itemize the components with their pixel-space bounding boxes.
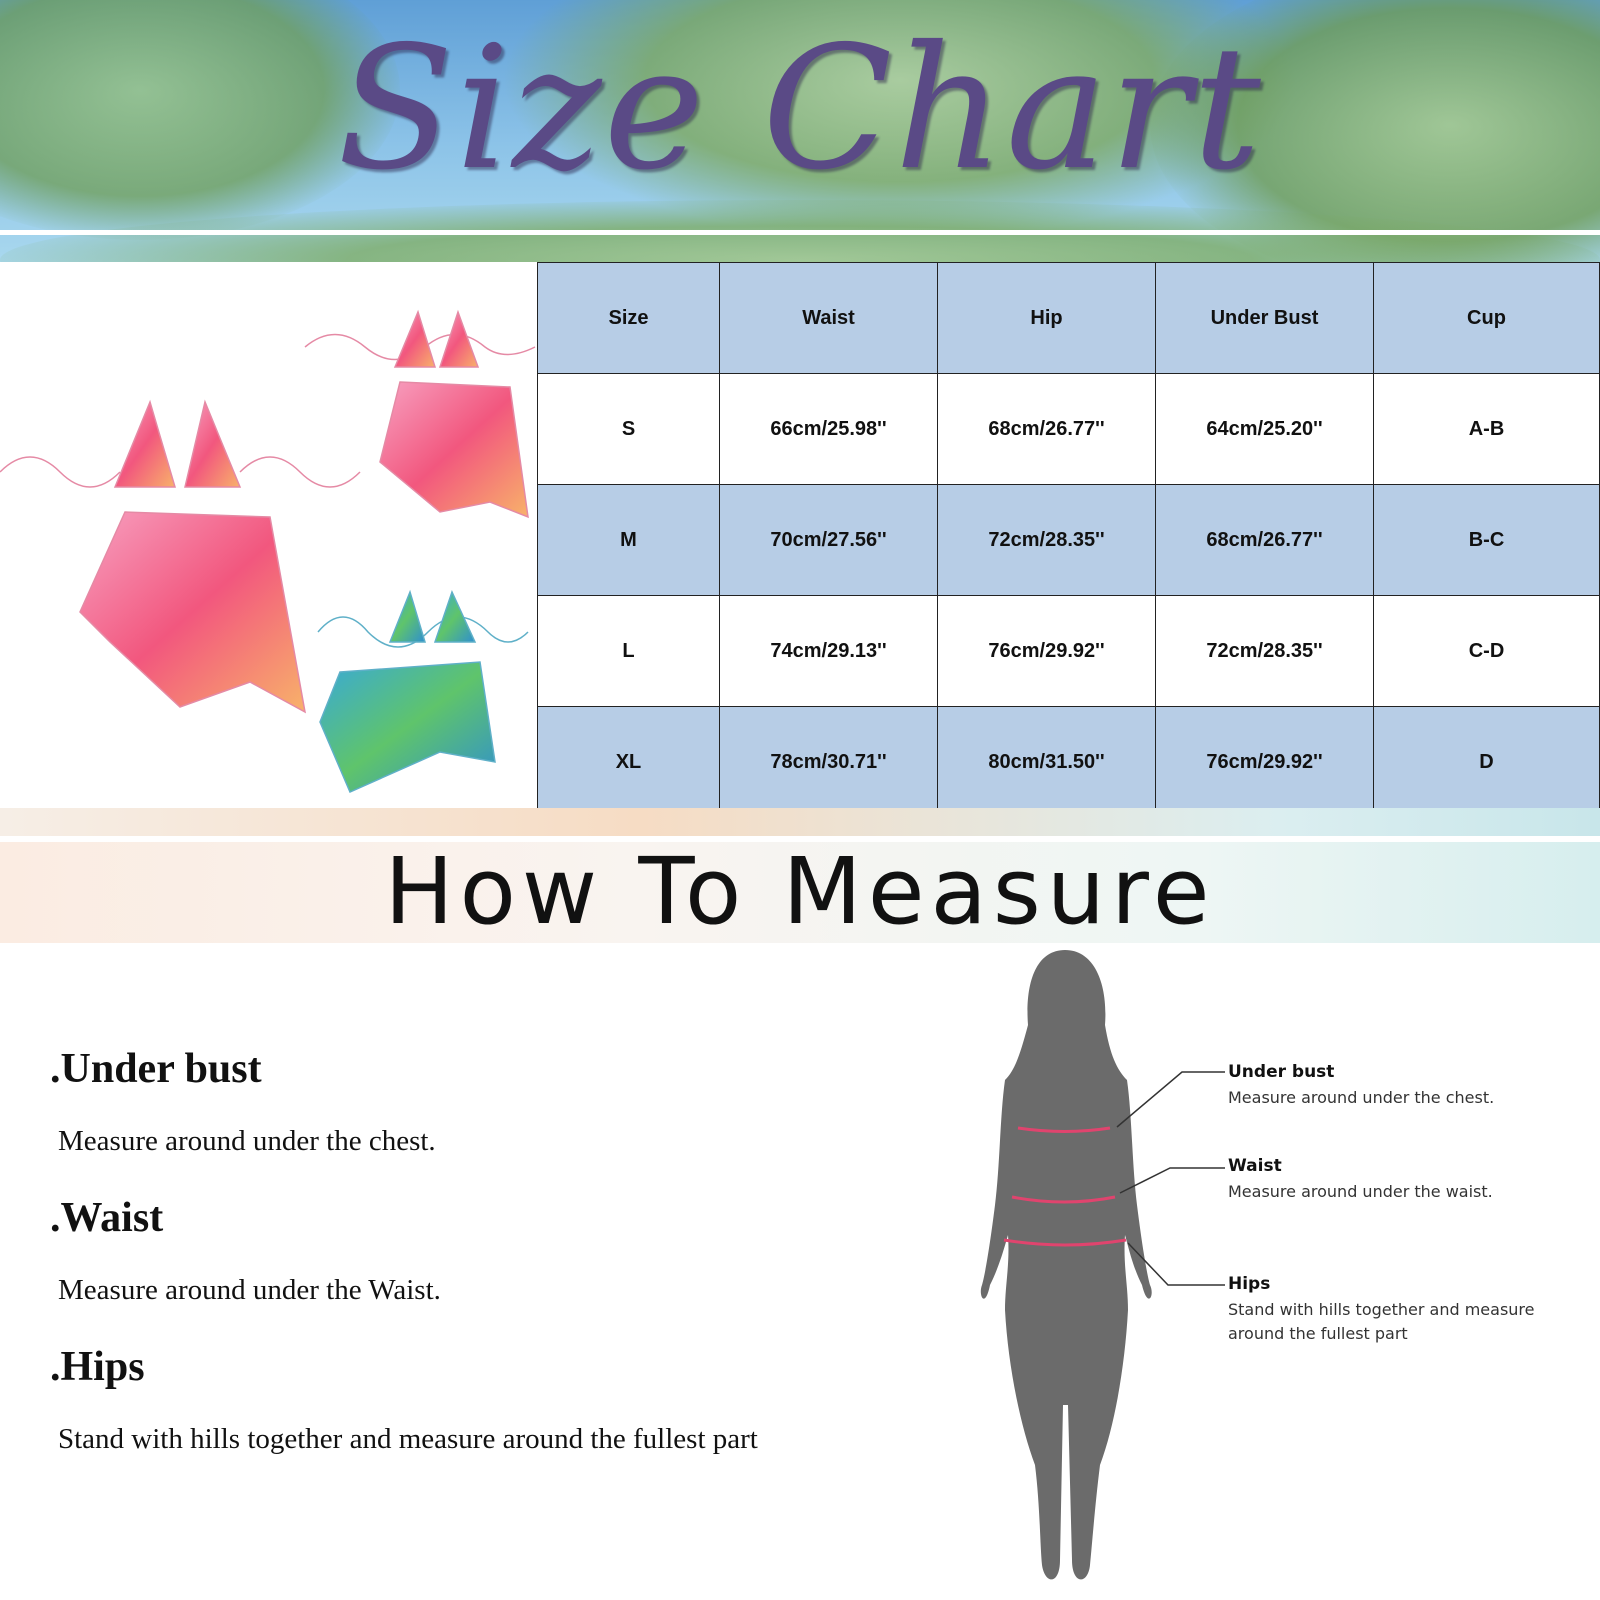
page-title: Size Chart [337,10,1263,208]
table-cell: 68cm/26.77'' [937,373,1156,485]
table-cell: C-D [1373,595,1600,707]
table-cell: 68cm/26.77'' [1155,484,1374,596]
callout-title: Hips [1228,1274,1271,1294]
table-cell: D [1373,706,1600,818]
table-row: L 74cm/29.13'' 76cm/29.92'' 72cm/28.35''… [537,595,1600,707]
table-row: M 70cm/27.56'' 72cm/28.35'' 68cm/26.77''… [537,484,1600,596]
measure-item-text: Measure around under the chest. [58,1125,436,1157]
measure-item-title: .Under bust [50,1046,262,1092]
blue-green-bikini [317,589,529,793]
table-cell: L [537,595,720,707]
body-silhouette [980,950,1152,1580]
table-cell: 72cm/28.35'' [1155,595,1374,707]
product-images [0,262,537,808]
measure-item-title: .Hips [50,1344,145,1390]
table-header-row: Size Waist Hip Under Bust Cup [537,262,1600,374]
header-banner: Size Chart [0,0,1600,262]
table-cell: S [537,373,720,485]
divider [0,230,1600,235]
table-cell: B-C [1373,484,1600,596]
callout-text: Stand with hills together and measure [1228,1300,1535,1319]
table-cell: 66cm/25.98'' [719,373,938,485]
hip-line [1003,1238,1127,1247]
table-cell: XL [537,706,720,818]
column-header: Under Bust [1155,262,1374,374]
measure-item-text: Measure around under the Waist. [58,1274,441,1306]
table-cell: A-B [1373,373,1600,485]
measure-item-title: .Waist [50,1195,164,1241]
table-row: S 66cm/25.98'' 68cm/26.77'' 64cm/25.20''… [537,373,1600,485]
callout-title: Waist [1228,1156,1282,1176]
table-cell: 78cm/30.71'' [719,706,938,818]
waist-line [1011,1195,1116,1204]
column-header: Hip [937,262,1156,374]
leader-line [1127,1242,1225,1286]
under-bust-line [1017,1126,1111,1133]
column-header: Size [537,262,720,374]
table-cell: 76cm/29.92'' [1155,706,1374,818]
decorative-band [0,808,1600,836]
section-banner [0,842,1600,943]
table-cell: 72cm/28.35'' [937,484,1156,596]
size-table: Size Waist Hip Under Bust Cup S 66cm/25.… [537,262,1600,818]
pink-bikini-small [304,309,536,519]
table-cell: 64cm/25.20'' [1155,373,1374,485]
column-header: Cup [1373,262,1600,374]
leader-line [1116,1071,1225,1128]
leader-line [1119,1167,1225,1194]
pink-bikini-large [0,399,361,714]
table-cell: 70cm/27.56'' [719,484,938,596]
body-silhouette-diagram [980,950,1225,1580]
callout-title: Under bust [1228,1062,1335,1082]
table-cell: 74cm/29.13'' [719,595,938,707]
table-cell: 80cm/31.50'' [937,706,1156,818]
table-cell: M [537,484,720,596]
callout-text: Measure around under the waist. [1228,1182,1493,1201]
callout-text: Measure around under the chest. [1228,1088,1495,1107]
section-title: How To Measure [384,838,1216,945]
table-row: XL 78cm/30.71'' 80cm/31.50'' 76cm/29.92'… [537,706,1600,818]
column-header: Waist [719,262,938,374]
table-cell: 76cm/29.92'' [937,595,1156,707]
callout-text: around the fullest part [1228,1324,1408,1343]
measure-item-text: Stand with hills together and measure ar… [58,1423,758,1455]
